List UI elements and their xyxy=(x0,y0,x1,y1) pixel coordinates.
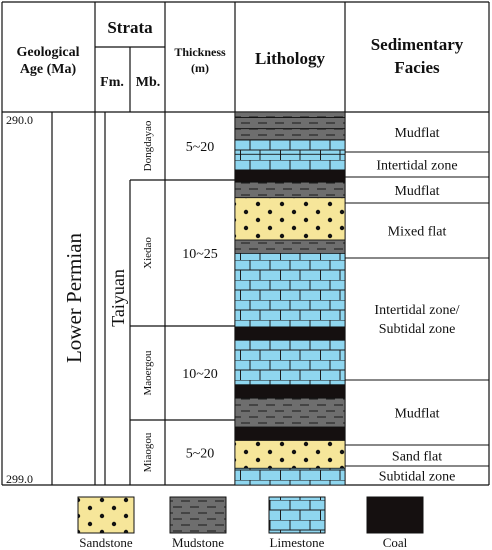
member-label: Dongdayao xyxy=(142,120,154,171)
header-lithology: Lithology xyxy=(255,49,325,68)
legend-swatch-coal xyxy=(366,496,424,534)
member-label: Xiedao xyxy=(142,237,154,269)
lith-layer-sandstone xyxy=(234,440,346,469)
header-thickness-line2: (m) xyxy=(191,61,209,75)
age-bottom-label: 299.0 xyxy=(6,472,33,486)
lith-layer-mudstone xyxy=(234,239,346,254)
header-strata: Strata xyxy=(107,18,153,37)
lith-layer-coal xyxy=(234,169,346,183)
legend-label-sandstone: Sandstone xyxy=(79,535,133,550)
thickness-label: 10~20 xyxy=(182,367,218,382)
facies-label: Mudflat xyxy=(394,184,439,199)
lith-layer-sandstone xyxy=(234,197,346,241)
header-geo-age-line1: Geological xyxy=(17,45,80,60)
lith-layer-mudstone xyxy=(234,111,346,118)
lith-layer-mudstone xyxy=(234,397,346,428)
facies-label: Mudflat xyxy=(394,407,439,422)
lith-layer-coal xyxy=(234,384,346,399)
lith-layer-mudstone xyxy=(234,117,346,130)
formation-label: Taiyuan xyxy=(108,269,128,327)
member-label: Maoergou xyxy=(142,350,154,396)
thickness-label: 5~20 xyxy=(186,140,215,155)
member-label: Miaogou xyxy=(142,432,154,472)
legend-label-mudstone: Mudstone xyxy=(172,535,224,550)
header-geo-age-line2: Age (Ma) xyxy=(20,62,77,77)
lith-layer-limestone xyxy=(234,139,346,155)
lith-layer-mudstone xyxy=(234,128,346,141)
thickness-label: 5~20 xyxy=(186,447,215,462)
header-thickness-line1: Thickness xyxy=(174,45,226,59)
header-facies-line1: Sedimentary xyxy=(371,35,464,54)
facies-label: Subtidal zone xyxy=(379,470,456,485)
age-top-label: 290.0 xyxy=(6,113,33,127)
legend-swatch-limestone xyxy=(268,496,326,534)
legend-label-limestone: Limestone xyxy=(270,535,325,550)
header-fm: Fm. xyxy=(100,75,124,90)
facies-label-line2: Subtidal zone xyxy=(379,322,456,337)
facies-label: Mudflat xyxy=(394,126,439,141)
header-mb: Mb. xyxy=(136,75,161,90)
lith-layer-limestone xyxy=(234,153,346,171)
period-label: Lower Permian xyxy=(62,232,86,363)
thickness-label: 10~25 xyxy=(182,247,218,262)
facies-label: Sand flat xyxy=(392,450,442,465)
lith-layer-coal xyxy=(234,326,346,341)
header-facies-line2: Facies xyxy=(394,58,440,77)
facies-label: Intertidal zone xyxy=(376,159,457,174)
lith-layer-mudstone xyxy=(234,181,346,199)
legend-swatch-sandstone xyxy=(77,496,135,534)
lith-layer-coal xyxy=(234,426,346,441)
lith-layer-limestone xyxy=(234,339,346,386)
facies-label-line1: Intertidal zone/ xyxy=(374,303,459,318)
lith-layer-limestone xyxy=(234,253,346,328)
lith-layer-limestone xyxy=(234,467,346,486)
facies-label: Mixed flat xyxy=(388,225,447,240)
legend-label-coal: Coal xyxy=(383,535,408,550)
legend-swatch-mudstone xyxy=(169,496,227,534)
